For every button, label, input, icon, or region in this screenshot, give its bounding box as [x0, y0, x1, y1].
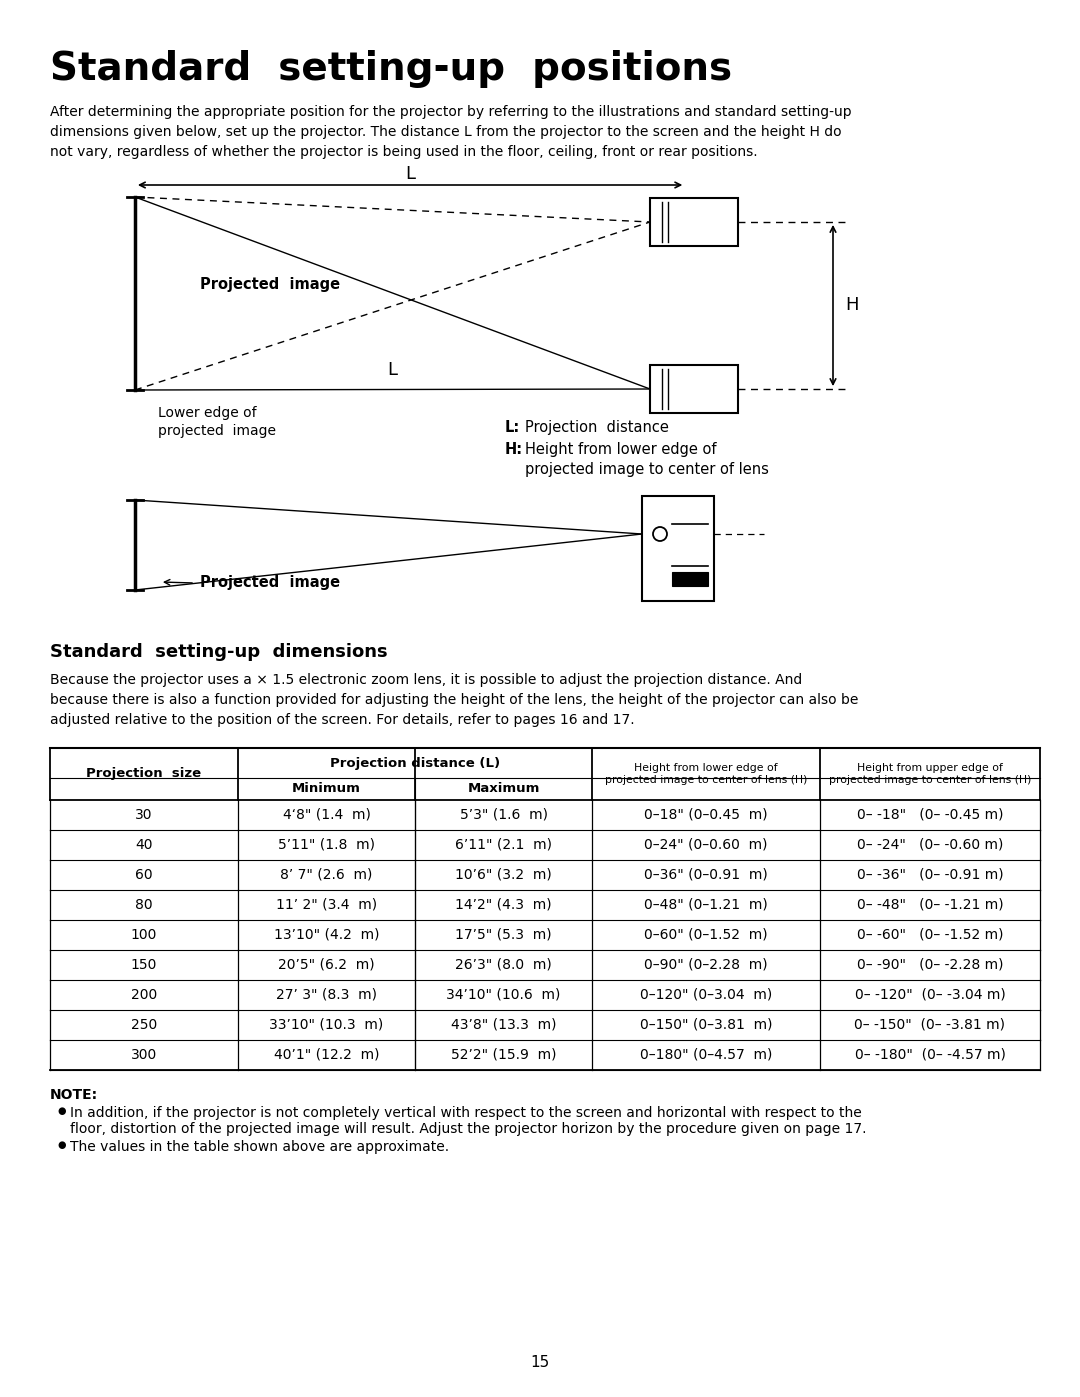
Text: 0– -18"   (0– -0.45 m): 0– -18" (0– -0.45 m) — [856, 807, 1003, 821]
Text: Because the projector uses a × 1.5 electronic zoom lens, it is possible to adjus: Because the projector uses a × 1.5 elect… — [50, 673, 859, 726]
Text: 0–150" (0–3.81  m): 0–150" (0–3.81 m) — [639, 1018, 772, 1032]
Text: 80: 80 — [135, 898, 152, 912]
Text: 15: 15 — [530, 1355, 550, 1370]
Text: 0–24" (0–0.60  m): 0–24" (0–0.60 m) — [645, 838, 768, 852]
Text: NOTE:: NOTE: — [50, 1088, 98, 1102]
Text: 52’2" (15.9  m): 52’2" (15.9 m) — [450, 1048, 556, 1062]
Text: 100: 100 — [131, 928, 158, 942]
Text: floor, distortion of the projected image will result. Adjust the projector horiz: floor, distortion of the projected image… — [70, 1122, 866, 1136]
Text: In addition, if the projector is not completely vertical with respect to the scr: In addition, if the projector is not com… — [70, 1106, 862, 1120]
Text: 300: 300 — [131, 1048, 157, 1062]
Text: 0–120" (0–3.04  m): 0–120" (0–3.04 m) — [639, 988, 772, 1002]
Text: Maximum: Maximum — [468, 782, 540, 795]
Bar — [672, 571, 708, 585]
Text: 0–36" (0–0.91  m): 0–36" (0–0.91 m) — [644, 868, 768, 882]
Text: The values in the table shown above are approximate.: The values in the table shown above are … — [70, 1140, 449, 1154]
Bar — [642, 496, 714, 601]
Text: Projection distance (L): Projection distance (L) — [329, 757, 500, 770]
Text: 0–48" (0–1.21  m): 0–48" (0–1.21 m) — [644, 898, 768, 912]
Bar — [650, 365, 738, 414]
Text: Standard  setting-up  positions: Standard setting-up positions — [50, 50, 732, 88]
Text: 60: 60 — [135, 868, 152, 882]
Text: 0–180" (0–4.57  m): 0–180" (0–4.57 m) — [639, 1048, 772, 1062]
Text: 0– -150"  (0– -3.81 m): 0– -150" (0– -3.81 m) — [854, 1018, 1005, 1032]
Text: 0–18" (0–0.45  m): 0–18" (0–0.45 m) — [644, 807, 768, 821]
Text: After determining the appropriate position for the projector by referring to the: After determining the appropriate positi… — [50, 105, 852, 159]
Text: 0– -90"   (0– -2.28 m): 0– -90" (0– -2.28 m) — [856, 958, 1003, 972]
Text: 0– -120"  (0– -3.04 m): 0– -120" (0– -3.04 m) — [854, 988, 1005, 1002]
Text: 33’10" (10.3  m): 33’10" (10.3 m) — [269, 1018, 383, 1032]
Text: 6’11" (2.1  m): 6’11" (2.1 m) — [455, 838, 552, 852]
Text: 8’ 7" (2.6  m): 8’ 7" (2.6 m) — [281, 868, 373, 882]
Text: Projected  image: Projected image — [200, 576, 340, 591]
Text: 43’8" (13.3  m): 43’8" (13.3 m) — [450, 1018, 556, 1032]
Text: 0– -180"  (0– -4.57 m): 0– -180" (0– -4.57 m) — [854, 1048, 1005, 1062]
Text: L: L — [405, 165, 415, 183]
Text: 150: 150 — [131, 958, 158, 972]
Text: Minimum: Minimum — [292, 782, 361, 795]
Text: 4‘8" (1.4  m): 4‘8" (1.4 m) — [283, 807, 370, 821]
Text: Lower edge of
projected  image: Lower edge of projected image — [158, 407, 276, 439]
Text: 0– -24"   (0– -0.60 m): 0– -24" (0– -0.60 m) — [856, 838, 1003, 852]
Text: Projection  distance: Projection distance — [525, 420, 669, 434]
Text: 40: 40 — [135, 838, 152, 852]
Text: 0– -36"   (0– -0.91 m): 0– -36" (0– -0.91 m) — [856, 868, 1003, 882]
Text: 0– -48"   (0– -1.21 m): 0– -48" (0– -1.21 m) — [856, 898, 1003, 912]
Text: ●: ● — [57, 1140, 66, 1150]
Text: 200: 200 — [131, 988, 157, 1002]
Text: 27’ 3" (8.3  m): 27’ 3" (8.3 m) — [276, 988, 377, 1002]
Text: 30: 30 — [135, 807, 152, 821]
Text: 250: 250 — [131, 1018, 157, 1032]
Text: 0–90" (0–2.28  m): 0–90" (0–2.28 m) — [644, 958, 768, 972]
Text: H: H — [845, 296, 859, 314]
Text: Height from lower edge of
projected image to center of lens (H): Height from lower edge of projected imag… — [605, 763, 807, 785]
Text: Projection  size: Projection size — [86, 767, 202, 781]
Text: 40’1" (12.2  m): 40’1" (12.2 m) — [273, 1048, 379, 1062]
Text: H:: H: — [505, 441, 523, 457]
Text: 13’10" (4.2  m): 13’10" (4.2 m) — [273, 928, 379, 942]
Text: 34’10" (10.6  m): 34’10" (10.6 m) — [446, 988, 561, 1002]
Text: L: L — [388, 360, 397, 379]
Text: 11’ 2" (3.4  m): 11’ 2" (3.4 m) — [275, 898, 377, 912]
Text: 0– -60"   (0– -1.52 m): 0– -60" (0– -1.52 m) — [856, 928, 1003, 942]
Text: Standard  setting-up  dimensions: Standard setting-up dimensions — [50, 643, 388, 661]
Text: 10’6" (3.2  m): 10’6" (3.2 m) — [455, 868, 552, 882]
Text: 26’3" (8.0  m): 26’3" (8.0 m) — [455, 958, 552, 972]
Text: 20’5" (6.2  m): 20’5" (6.2 m) — [279, 958, 375, 972]
Text: Height from upper edge of
projected image to center of lens (H): Height from upper edge of projected imag… — [828, 763, 1031, 785]
Text: Height from lower edge of
projected image to center of lens: Height from lower edge of projected imag… — [525, 441, 769, 478]
Text: 5’11" (1.8  m): 5’11" (1.8 m) — [278, 838, 375, 852]
Text: L:: L: — [505, 420, 521, 434]
Text: 17’5" (5.3  m): 17’5" (5.3 m) — [455, 928, 552, 942]
Text: 5’3" (1.6  m): 5’3" (1.6 m) — [459, 807, 548, 821]
Text: 14’2" (4.3  m): 14’2" (4.3 m) — [455, 898, 552, 912]
Bar — [650, 198, 738, 246]
Text: ●: ● — [57, 1106, 66, 1116]
Text: Projected  image: Projected image — [200, 278, 340, 292]
Text: 0–60" (0–1.52  m): 0–60" (0–1.52 m) — [644, 928, 768, 942]
